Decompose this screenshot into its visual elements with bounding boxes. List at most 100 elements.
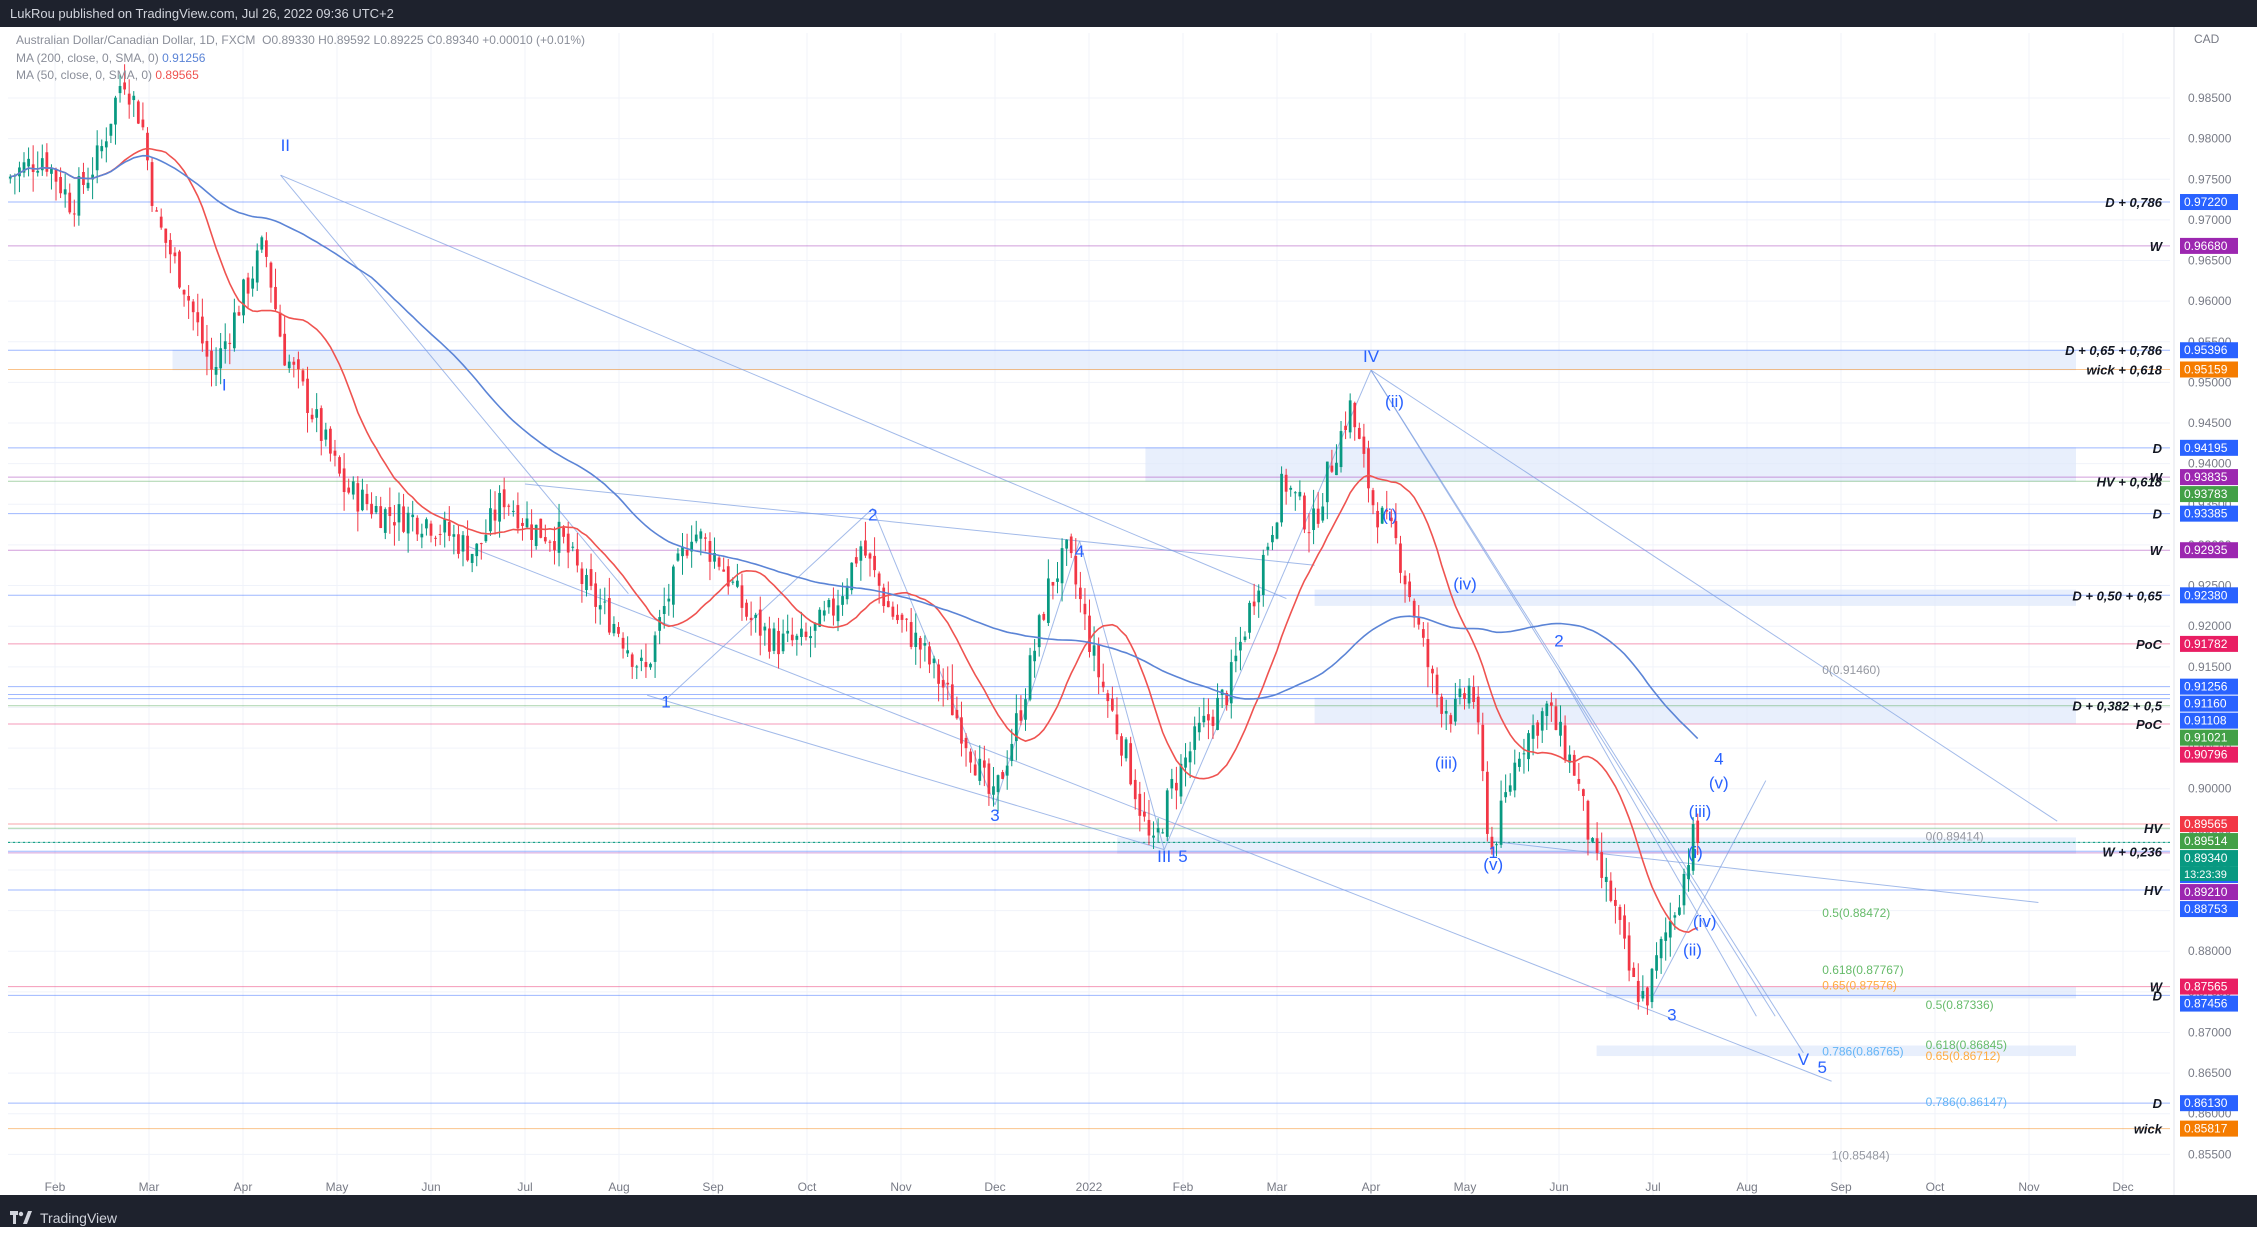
candle-body — [68, 192, 72, 213]
candle-body — [1284, 474, 1288, 492]
fib-label: 0.786(0.86147) — [1926, 1095, 2007, 1109]
wave-label: (iii) — [1689, 802, 1712, 821]
y-tick-label: 0.97500 — [2188, 172, 2232, 186]
tradingview-logo[interactable]: TradingView — [10, 1202, 117, 1234]
candle-body — [1609, 880, 1613, 901]
candle-body — [95, 145, 99, 171]
candle-body — [1604, 876, 1608, 882]
candle-body — [1504, 792, 1508, 798]
x-tick-label: Apr — [234, 1180, 253, 1194]
price-badge-text: 0.94195 — [2184, 441, 2228, 455]
candle-body — [18, 167, 21, 177]
candle-body — [740, 585, 744, 608]
candle-body — [1010, 743, 1014, 761]
candle-body — [1202, 715, 1206, 723]
candle-body — [667, 598, 671, 602]
candle-body — [301, 370, 305, 382]
candle-body — [479, 543, 483, 545]
candle-body — [1481, 724, 1485, 772]
x-tick-label: May — [326, 1180, 349, 1194]
candle-body — [713, 552, 716, 562]
candle-body — [379, 506, 383, 529]
candle-body — [1472, 687, 1476, 702]
price-badge-text: 0.88753 — [2184, 902, 2228, 916]
candle-body — [557, 521, 561, 553]
trend-line — [280, 174, 629, 595]
y-tick-label: 0.96500 — [2188, 254, 2232, 268]
candle-body — [813, 622, 817, 631]
candle-body — [896, 614, 899, 621]
candle-body — [621, 637, 625, 649]
level-note: PoC — [2136, 717, 2163, 732]
candle-body — [470, 553, 474, 563]
candle-body — [114, 97, 117, 125]
candle-body — [155, 210, 158, 212]
candle-body — [1243, 636, 1247, 641]
price-badge-text: 0.96680 — [2184, 239, 2228, 253]
candle-body — [205, 340, 209, 357]
price-badge — [2180, 542, 2238, 559]
candle-body — [1582, 789, 1585, 797]
price-zone — [1314, 589, 2076, 606]
candle-body — [168, 239, 172, 255]
wave-label: 4 — [1714, 749, 1723, 768]
fib-label: 0.5(0.87336) — [1926, 998, 1994, 1012]
candle-body — [1618, 906, 1622, 920]
candle-body — [978, 758, 982, 781]
candle-body — [319, 408, 323, 441]
candle-body — [1019, 710, 1023, 721]
candle-body — [356, 483, 360, 512]
candle-body — [1307, 532, 1311, 534]
level-note: W — [2150, 543, 2164, 558]
trend-line — [994, 540, 1081, 806]
candle-body — [283, 333, 287, 366]
candle-body — [827, 599, 831, 608]
candle-body — [1417, 617, 1421, 625]
candle-body — [644, 662, 648, 668]
candle-body — [370, 503, 373, 515]
price-badge-text: 0.91160 — [2184, 697, 2227, 711]
candle-body — [1033, 650, 1037, 662]
candle-body — [1508, 785, 1512, 792]
candle-body — [8, 176, 12, 179]
candle-body — [511, 510, 515, 512]
candle-body — [530, 524, 533, 540]
candle-body — [1563, 725, 1567, 761]
candle-body — [1668, 921, 1672, 938]
candle-body — [361, 489, 364, 511]
candle-body — [1572, 754, 1576, 776]
currency-label: CAD — [2194, 32, 2220, 46]
publisher-bar: LukRou published on TradingView.com, Jul… — [0, 0, 2257, 27]
level-note: W — [2150, 470, 2164, 485]
candle-body — [59, 176, 62, 194]
price-badge-text: 0.87565 — [2184, 980, 2228, 994]
candle-body — [1234, 655, 1238, 662]
y-tick-label: 0.90000 — [2188, 782, 2232, 796]
candle-body — [1490, 836, 1494, 849]
y-tick-label: 0.92000 — [2188, 619, 2232, 633]
candle-body — [1184, 757, 1187, 768]
candle-body — [845, 585, 849, 600]
candle-body — [850, 562, 854, 591]
price-badge — [2180, 342, 2238, 359]
x-tick-label: 2022 — [1076, 1180, 1103, 1194]
level-note: wick + 0,618 — [2086, 362, 2162, 377]
candle-body — [365, 493, 369, 505]
candle-body — [1335, 462, 1338, 476]
candle-body — [164, 228, 168, 243]
candle-body — [1037, 615, 1041, 648]
candle-body — [1143, 811, 1146, 817]
candle-body — [1431, 668, 1434, 674]
candle-body — [585, 574, 588, 591]
candle-body — [694, 534, 698, 542]
candle-body — [493, 509, 497, 521]
candle-body — [1440, 696, 1443, 714]
price-badge — [2180, 1120, 2238, 1137]
candle-body — [1344, 425, 1347, 430]
price-badge-text: 0.89514 — [2184, 834, 2228, 848]
candle-body — [466, 535, 469, 561]
candle-body — [351, 481, 355, 495]
wave-label: (v) — [1483, 855, 1503, 874]
y-tick-label: 0.98000 — [2188, 132, 2232, 146]
